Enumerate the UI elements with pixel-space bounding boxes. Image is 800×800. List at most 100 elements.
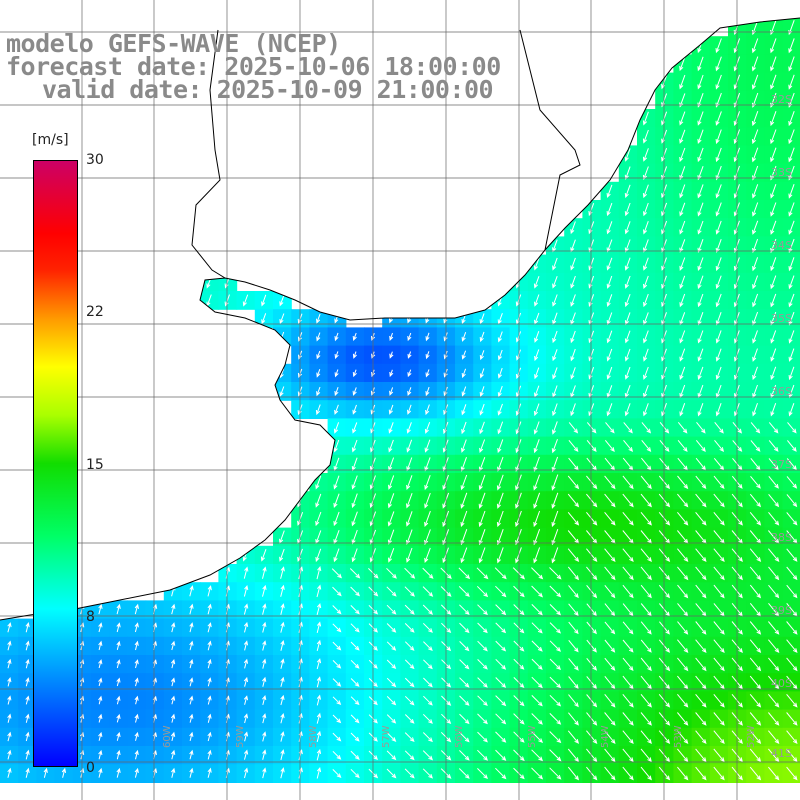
wind-arrow bbox=[316, 603, 322, 616]
wind-arrow bbox=[768, 458, 779, 471]
wind-arrow bbox=[604, 548, 616, 562]
border-line bbox=[191, 29, 226, 279]
wind-arrow bbox=[604, 766, 616, 781]
wind-arrow bbox=[749, 748, 762, 763]
wind-arrow bbox=[604, 493, 616, 508]
wind-arrow bbox=[624, 403, 631, 417]
wind-arrow bbox=[25, 713, 30, 723]
wind-arrow bbox=[770, 74, 777, 90]
wind-arrow bbox=[316, 386, 321, 397]
wind-arrow bbox=[697, 38, 704, 54]
wind-arrow bbox=[624, 330, 631, 344]
wind-arrow bbox=[788, 220, 795, 235]
wind-arrow bbox=[788, 74, 795, 90]
wind-arrow bbox=[134, 677, 139, 687]
wind-arrow bbox=[404, 641, 415, 651]
wind-arrow bbox=[549, 713, 562, 725]
wind-arrow bbox=[497, 367, 503, 379]
wind-arrow bbox=[352, 422, 358, 434]
wind-arrow bbox=[171, 603, 176, 615]
wind-arrow bbox=[134, 603, 139, 615]
wind-arrow bbox=[568, 676, 579, 689]
wind-arrow bbox=[622, 566, 634, 581]
wind-arrow bbox=[533, 257, 540, 271]
wind-arrow bbox=[679, 202, 686, 217]
wind-arrow bbox=[640, 566, 652, 581]
wind-arrow bbox=[606, 275, 613, 289]
wind-arrow bbox=[460, 529, 468, 546]
wind-arrow bbox=[25, 677, 30, 687]
wind-arrow bbox=[280, 749, 285, 761]
wind-arrow bbox=[786, 675, 798, 690]
wind-arrow bbox=[750, 457, 761, 471]
wind-arrow bbox=[479, 350, 485, 361]
wind-arrow bbox=[389, 351, 394, 359]
wind-arrow bbox=[404, 659, 415, 670]
wind-arrow bbox=[768, 675, 780, 690]
wind-arrow bbox=[406, 547, 413, 563]
wind-arrow bbox=[316, 658, 322, 670]
wind-arrow bbox=[459, 750, 470, 761]
wind-arrow bbox=[715, 38, 722, 54]
wind-arrow bbox=[279, 548, 285, 562]
wind-arrow bbox=[568, 439, 579, 452]
wind-arrow bbox=[351, 511, 358, 527]
colorbar-unit: [m/s] bbox=[32, 132, 69, 148]
wind-arrow bbox=[116, 731, 121, 741]
wind-arrow bbox=[786, 730, 798, 744]
wind-arrow bbox=[350, 696, 360, 706]
wind-arrow bbox=[477, 622, 488, 634]
wind-arrow bbox=[567, 475, 580, 490]
wind-arrow bbox=[189, 585, 194, 597]
wind-arrow bbox=[770, 111, 777, 127]
wind-arrow bbox=[316, 712, 321, 724]
wind-arrow bbox=[568, 603, 579, 617]
wind-arrow bbox=[497, 294, 503, 307]
wind-arrow bbox=[243, 695, 249, 705]
wind-arrow bbox=[479, 368, 485, 379]
wind-arrow bbox=[697, 147, 704, 163]
wind-arrow bbox=[351, 439, 358, 453]
wind-arrow bbox=[552, 349, 558, 362]
wind-arrow bbox=[424, 510, 431, 527]
wind-arrow bbox=[533, 474, 541, 491]
wind-arrow bbox=[568, 712, 579, 726]
wind-arrow bbox=[622, 639, 634, 653]
wind-arrow bbox=[695, 766, 707, 781]
wind-arrow bbox=[25, 658, 30, 669]
wind-arrow bbox=[496, 547, 504, 564]
wind-arrow bbox=[533, 510, 541, 528]
lon-label: 53W bbox=[673, 725, 684, 748]
wind-arrow bbox=[624, 294, 631, 308]
wind-arrow bbox=[786, 566, 798, 581]
wind-arrow bbox=[679, 93, 686, 108]
wind-arrow bbox=[243, 621, 249, 633]
wind-arrow bbox=[458, 586, 470, 598]
wind-arrow bbox=[770, 147, 777, 163]
wind-arrow bbox=[243, 584, 249, 597]
wind-arrow bbox=[624, 202, 631, 217]
wind-arrow bbox=[624, 184, 631, 199]
wind-arrow bbox=[316, 766, 322, 779]
wind-arrow bbox=[479, 386, 485, 397]
wind-arrow bbox=[695, 693, 707, 708]
wind-arrow bbox=[640, 657, 652, 672]
wind-arrow bbox=[207, 640, 212, 651]
wind-arrow bbox=[713, 511, 725, 526]
wind-arrow bbox=[388, 439, 394, 453]
wind-arrow bbox=[788, 147, 795, 163]
wind-arrow bbox=[262, 767, 267, 779]
wind-arrow bbox=[479, 421, 485, 435]
wind-arrow bbox=[352, 332, 357, 341]
wind-arrow bbox=[643, 348, 649, 362]
wind-arrow bbox=[549, 694, 562, 707]
wind-arrow bbox=[549, 604, 562, 616]
wind-arrow bbox=[407, 351, 412, 359]
wind-arrow bbox=[715, 312, 722, 326]
wind-arrow bbox=[406, 529, 413, 545]
wind-arrow bbox=[695, 675, 707, 690]
wind-arrow bbox=[715, 403, 722, 417]
wind-arrow bbox=[552, 403, 558, 417]
wind-arrow bbox=[640, 603, 652, 617]
wind-arrow bbox=[262, 694, 267, 706]
